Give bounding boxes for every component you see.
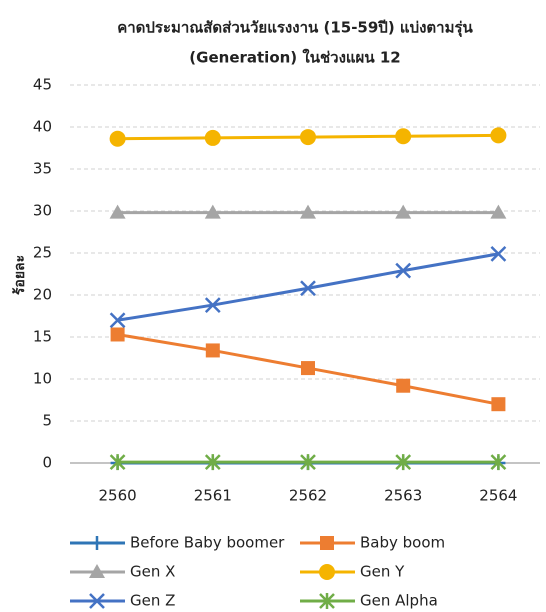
- y-tick-label: 5: [42, 412, 52, 430]
- legend-label: Gen Alpha: [360, 592, 438, 610]
- y-axis-label: ร้อยละ: [12, 255, 28, 295]
- legend-marker: [89, 593, 105, 609]
- point: [490, 245, 507, 262]
- point: [109, 454, 126, 471]
- point: [491, 397, 506, 412]
- point: [395, 454, 412, 471]
- point: [490, 454, 507, 471]
- point: [110, 327, 125, 342]
- point: [300, 454, 316, 471]
- y-tick-label: 30: [33, 202, 52, 220]
- point: [204, 204, 221, 219]
- y-tick-label: 20: [33, 286, 52, 304]
- chart-title: คาดประมาณสัดส่วนวัยแรงงาน (15-59ปี) แบ่ง…: [117, 19, 473, 38]
- point: [490, 127, 507, 144]
- point: [109, 312, 126, 329]
- legend-label: Gen X: [130, 563, 175, 581]
- point: [204, 129, 221, 146]
- x-tick-label: 2563: [384, 487, 422, 505]
- y-tick-label: 10: [33, 370, 52, 388]
- point: [396, 378, 411, 393]
- y-tick-label: 35: [33, 160, 52, 178]
- x-tick-label: 2561: [194, 487, 232, 505]
- point: [395, 262, 412, 279]
- y-tick-label: 25: [33, 244, 52, 262]
- legend-label: Gen Y: [360, 563, 405, 581]
- x-tick-label: 2564: [479, 487, 517, 505]
- point: [395, 204, 412, 219]
- y-tick-label: 45: [33, 76, 52, 94]
- legend-label: Before Baby boomer: [130, 534, 285, 552]
- point: [204, 454, 221, 471]
- point: [109, 204, 126, 219]
- legend-marker: [320, 536, 334, 550]
- legend-marker: [90, 536, 104, 550]
- point: [205, 343, 220, 358]
- point: [490, 204, 507, 219]
- legend-marker: [319, 564, 335, 580]
- point: [300, 280, 316, 297]
- point: [300, 129, 316, 146]
- legend-label: Gen Z: [130, 592, 175, 610]
- legend-marker: [319, 593, 335, 609]
- point: [395, 128, 412, 145]
- point: [301, 361, 315, 376]
- x-tick-label: 2560: [99, 487, 137, 505]
- point: [300, 204, 316, 219]
- point: [109, 130, 126, 147]
- point: [204, 297, 221, 313]
- x-tick-label: 2562: [289, 487, 327, 505]
- y-tick-label: 0: [42, 454, 52, 472]
- legend-label: Baby boom: [360, 534, 445, 552]
- y-tick-label: 40: [33, 118, 52, 136]
- legend-marker: [89, 564, 105, 578]
- chart-title: (Generation) ในช่วงแผน 12: [189, 49, 400, 67]
- y-tick-label: 15: [33, 328, 52, 346]
